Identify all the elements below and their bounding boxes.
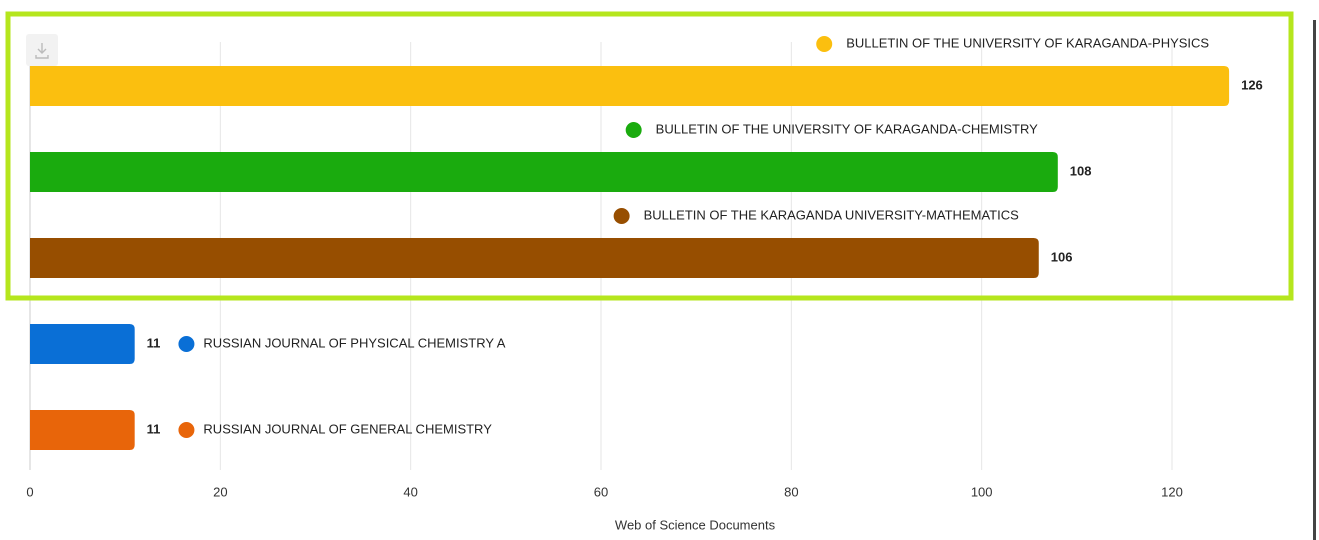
x-tick-label: 60 — [594, 484, 608, 499]
legend-marker — [176, 420, 197, 440]
legend-label: BULLETIN OF THE UNIVERSITY OF KARAGANDA-… — [656, 121, 1038, 136]
value-label: 126 — [1241, 77, 1263, 92]
bar — [30, 324, 135, 364]
x-tick-label: 20 — [213, 484, 227, 499]
legend-marker — [176, 334, 197, 354]
legend-marker — [623, 120, 644, 140]
x-tick-label: 100 — [971, 484, 993, 499]
bar — [30, 66, 1230, 106]
x-tick-label: 40 — [403, 484, 417, 499]
highlight-box — [5, 11, 1294, 301]
x-tick-label: 0 — [26, 484, 33, 499]
bar — [30, 152, 1058, 192]
legend-marker — [814, 34, 835, 54]
legend-label: RUSSIAN JOURNAL OF GENERAL CHEMISTRY — [203, 421, 492, 436]
legend-marker — [611, 206, 632, 226]
legend-label: BULLETIN OF THE UNIVERSITY OF KARAGANDA-… — [846, 35, 1209, 50]
x-tick-label: 120 — [1161, 484, 1183, 499]
x-tick-label: 80 — [784, 484, 798, 499]
bar — [30, 410, 135, 450]
value-label: 11 — [147, 335, 161, 350]
legend-label: RUSSIAN JOURNAL OF PHYSICAL CHEMISTRY A — [203, 335, 505, 350]
value-label: 11 — [147, 421, 161, 436]
window-edge — [1313, 20, 1316, 540]
bars: 126 BULLETIN OF THE UNIVERSITY OF KARAGAN… — [30, 34, 1263, 450]
value-label: 106 — [1051, 249, 1073, 264]
x-axis-title: Web of Science Documents — [615, 517, 776, 532]
bar — [30, 238, 1039, 278]
legend-label: BULLETIN OF THE KARAGANDA UNIVERSITY-MAT… — [644, 207, 1019, 222]
value-label: 108 — [1070, 163, 1092, 178]
download-button[interactable] — [26, 34, 58, 66]
